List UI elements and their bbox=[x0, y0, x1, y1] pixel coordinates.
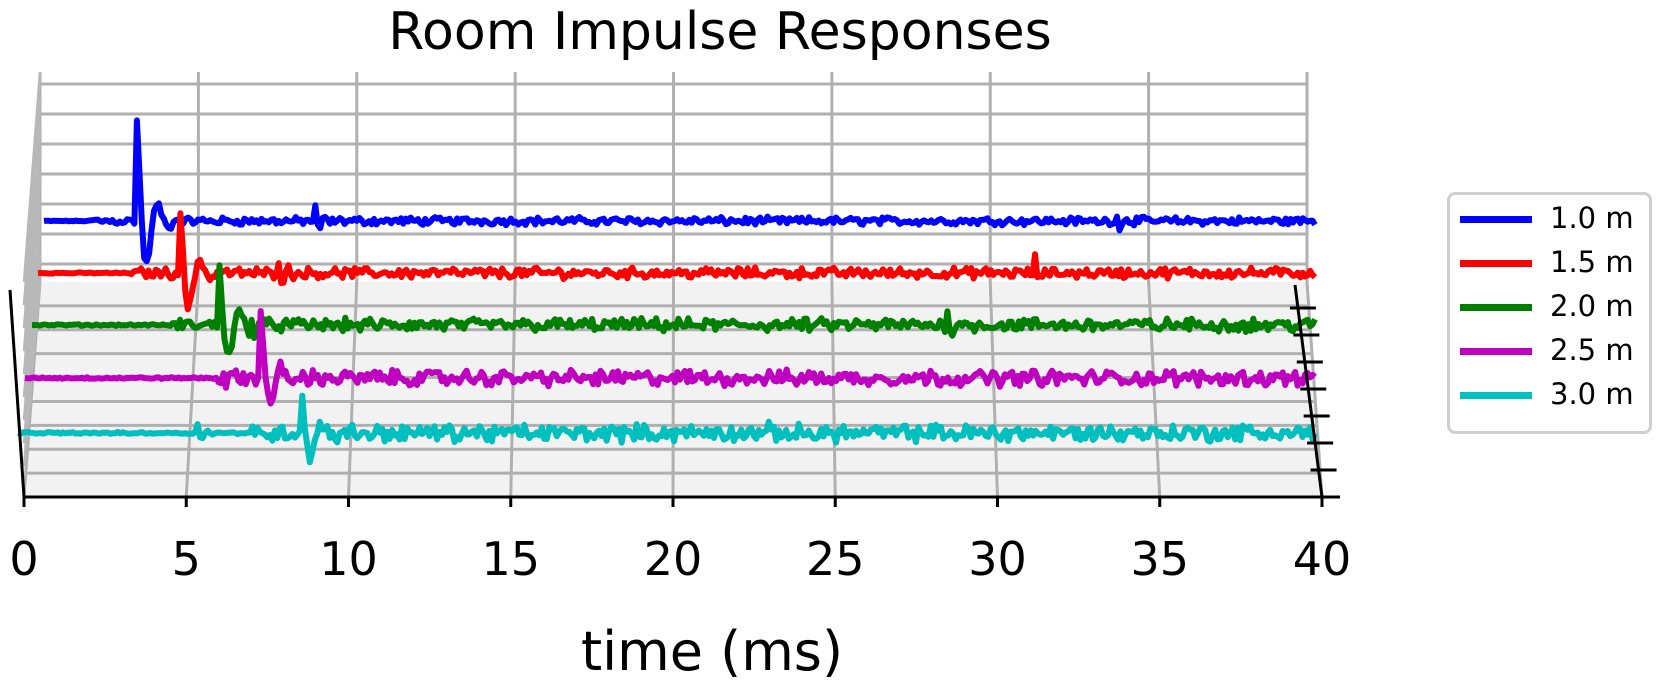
axis-layer bbox=[8, 284, 1340, 507]
grid-line-floor bbox=[184, 281, 200, 498]
legend-item: 1.5 m bbox=[1450, 243, 1650, 283]
legend-swatch bbox=[1460, 392, 1532, 399]
legend-label: 1.5 m bbox=[1550, 245, 1634, 279]
legend-swatch bbox=[1460, 216, 1532, 223]
chart-title: Room Impulse Responses bbox=[388, 2, 1052, 62]
legend-item: 2.0 m bbox=[1450, 287, 1650, 327]
x-tick-label: 15 bbox=[481, 532, 540, 586]
grid-line-side bbox=[22, 149, 42, 352]
x-tick-label: 40 bbox=[1293, 532, 1352, 586]
legend-item: 2.5 m bbox=[1450, 331, 1650, 371]
legend-label: 2.0 m bbox=[1550, 289, 1634, 323]
legend-swatch bbox=[1460, 348, 1532, 355]
grid-line-floor bbox=[671, 281, 675, 498]
legend-label: 3.0 m bbox=[1550, 377, 1634, 411]
grid-line-floor bbox=[509, 281, 517, 498]
legend-swatch bbox=[1460, 304, 1532, 311]
series-line bbox=[17, 392, 1318, 466]
legend-item: 1.0 m bbox=[1450, 199, 1650, 239]
grid-line-side bbox=[22, 71, 42, 283]
x-tick-label: 10 bbox=[319, 532, 378, 586]
legend-swatch bbox=[1460, 260, 1532, 267]
grid-line-floor bbox=[830, 281, 837, 498]
x-tick-label: 20 bbox=[644, 532, 703, 586]
x-tick-label: 5 bbox=[172, 532, 201, 586]
depth-axis-left bbox=[8, 289, 26, 498]
grid-line-side bbox=[22, 201, 42, 398]
grid-line-side bbox=[22, 123, 42, 329]
grid-line-floor bbox=[988, 281, 999, 498]
series-line bbox=[37, 210, 1318, 313]
series-line bbox=[24, 308, 1317, 407]
grid-line-side bbox=[22, 253, 42, 444]
series-line bbox=[43, 117, 1318, 265]
x-tick-label: 35 bbox=[1130, 532, 1189, 586]
legend-label: 1.0 m bbox=[1550, 201, 1634, 235]
grid-line-floor bbox=[347, 281, 359, 498]
x-axis-label: time (ms) bbox=[581, 620, 843, 683]
series-line bbox=[31, 262, 1318, 356]
x-tick-label: 0 bbox=[9, 532, 38, 586]
legend: 1.0 m 1.5 m 2.0 m 2.5 m 3.0 m bbox=[1447, 192, 1652, 434]
depth-axis-right bbox=[1293, 284, 1324, 498]
legend-label: 2.5 m bbox=[1550, 333, 1634, 367]
legend-item: 3.0 m bbox=[1450, 375, 1650, 415]
grid-line-side bbox=[22, 97, 42, 306]
x-tick-label: 30 bbox=[968, 532, 1027, 586]
tick-label-layer: 0 5 10 15 20 25 30 35 40 bbox=[9, 532, 1351, 586]
grid-line-side bbox=[22, 175, 42, 375]
series-layer bbox=[17, 117, 1318, 466]
x-tick-label: 25 bbox=[806, 532, 865, 586]
